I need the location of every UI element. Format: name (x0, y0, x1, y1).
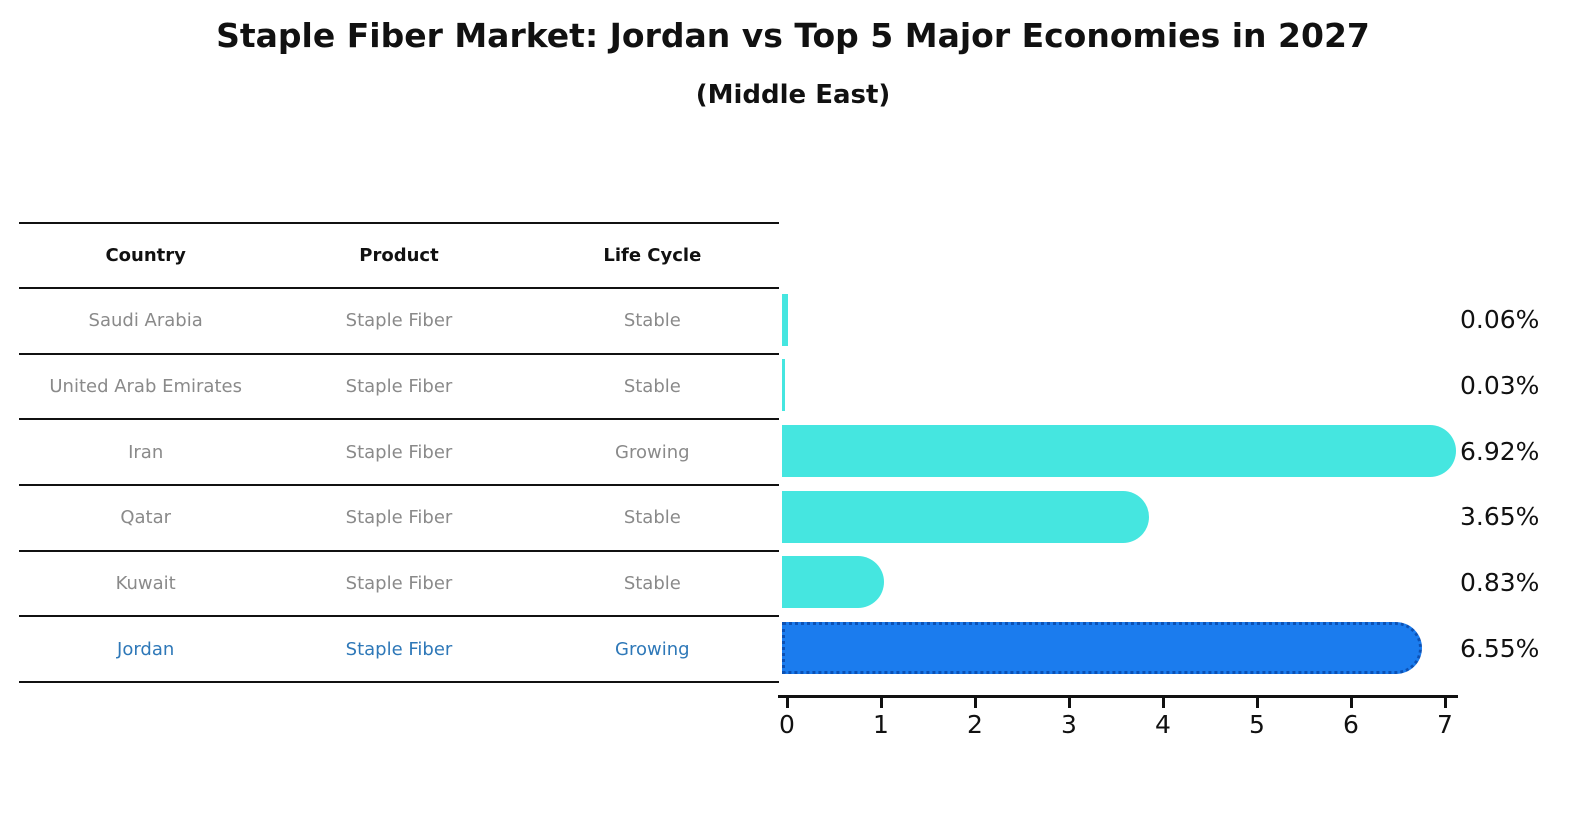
value-label-jordan: 6.55% (1460, 633, 1540, 663)
cell-lifecycle: Stable (623, 310, 681, 332)
bar-row (782, 550, 1482, 616)
table-row-jordan: Jordan Staple Fiber Growing (19, 617, 779, 684)
bar-uae (782, 359, 785, 412)
column-header-product: Product (359, 245, 439, 266)
cell-country: Jordan (117, 638, 175, 660)
table-header-row: Country Product Life Cycle (19, 224, 779, 289)
bar-qatar (782, 490, 1150, 543)
x-tick-label: 5 (1249, 710, 1265, 739)
cell-lifecycle: Stable (623, 507, 681, 529)
table-row-kuwait: Kuwait Staple Fiber Stable (19, 552, 779, 618)
table-row-uae: United Arab Emirates Staple Fiber Stable (19, 355, 779, 421)
bar-row (782, 615, 1482, 681)
x-tick-mark (880, 698, 883, 708)
bar-row (782, 287, 1482, 353)
x-tick-mark (1068, 698, 1071, 708)
cell-lifecycle: Stable (623, 573, 681, 595)
chart-title: Staple Fiber Market: Jordan vs Top 5 Maj… (216, 16, 1370, 55)
cell-product: Staple Fiber (345, 507, 453, 529)
value-label-kuwait: 0.83% (1460, 567, 1540, 597)
column-header-lifecycle: Life Cycle (603, 245, 702, 266)
bar-row (782, 353, 1482, 419)
value-label-iran: 6.92% (1460, 436, 1540, 466)
value-label-saudi-arabia: 0.06% (1460, 305, 1540, 335)
x-tick-label: 1 (873, 710, 889, 739)
cell-country: Iran (128, 441, 164, 463)
cell-country: Saudi Arabia (88, 310, 203, 332)
x-tick-mark (1350, 698, 1353, 708)
x-tick-mark (974, 698, 977, 708)
bar-chart (782, 287, 1482, 681)
cell-country: United Arab Emirates (49, 376, 242, 398)
table-row-iran: Iran Staple Fiber Growing (19, 420, 779, 487)
x-tick-mark (1162, 698, 1165, 708)
x-tick-label: 6 (1343, 710, 1359, 739)
x-tick-label: 4 (1155, 710, 1171, 739)
cell-product: Staple Fiber (345, 638, 453, 660)
bar-row (782, 418, 1482, 484)
cell-product: Staple Fiber (345, 310, 453, 332)
cell-product: Staple Fiber (345, 441, 453, 463)
chart-subtitle: (Middle East) (695, 80, 891, 110)
value-label-column: 0.06% 0.03% 6.92% 3.65% 0.83% 6.55% (1460, 287, 1586, 681)
x-tick-mark (1256, 698, 1259, 708)
bar-iran (782, 425, 1457, 478)
value-label-qatar: 3.65% (1460, 502, 1540, 532)
x-tick-label: 7 (1437, 710, 1453, 739)
x-tick-label: 0 (779, 710, 795, 739)
x-axis-ticks: 0 1 2 3 4 5 6 7 (779, 698, 1467, 739)
bar-saudi-arabia (782, 293, 788, 346)
x-tick-label: 2 (967, 710, 983, 739)
bar-kuwait (782, 556, 885, 609)
x-tick-mark (1444, 698, 1447, 708)
x-tick-mark (786, 698, 789, 708)
cell-product: Staple Fiber (345, 573, 453, 595)
value-label-uae: 0.03% (1460, 370, 1540, 400)
cell-product: Staple Fiber (345, 376, 453, 398)
cell-lifecycle: Growing (615, 441, 690, 463)
x-tick-label: 3 (1061, 710, 1077, 739)
bar-row (782, 484, 1482, 550)
cell-country: Kuwait (115, 573, 176, 595)
cell-lifecycle: Growing (615, 638, 690, 660)
x-axis-line (778, 695, 1458, 698)
bar-jordan-highlighted (782, 622, 1422, 675)
country-table: Country Product Life Cycle Saudi Arabia … (19, 222, 779, 684)
cell-country: Qatar (120, 507, 171, 529)
cell-lifecycle: Stable (623, 376, 681, 398)
column-header-country: Country (105, 245, 186, 266)
table-row-qatar: Qatar Staple Fiber Stable (19, 486, 779, 552)
table-row-saudi-arabia: Saudi Arabia Staple Fiber Stable (19, 289, 779, 355)
